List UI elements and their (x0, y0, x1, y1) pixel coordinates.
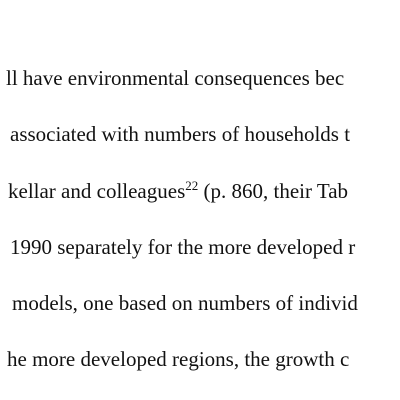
text-line-6: he more developed regions, the growth c (7, 347, 350, 371)
text-line-5: models, one based on numbers of individ (12, 291, 358, 315)
text-line-4: 1990 separately for the more developed r (10, 235, 356, 259)
text-line-3-start: kellar and colleagues (8, 179, 186, 203)
text-line-1: ll have environmental consequences bec (6, 66, 345, 90)
text-line-3-end: (p. 860, their Tab (198, 179, 349, 203)
citation-superscript: 22 (185, 178, 199, 193)
text-line-2: associated with numbers of households t (10, 122, 351, 146)
text-line-3: kellar and colleagues22 (p. 860, their T… (8, 178, 349, 203)
